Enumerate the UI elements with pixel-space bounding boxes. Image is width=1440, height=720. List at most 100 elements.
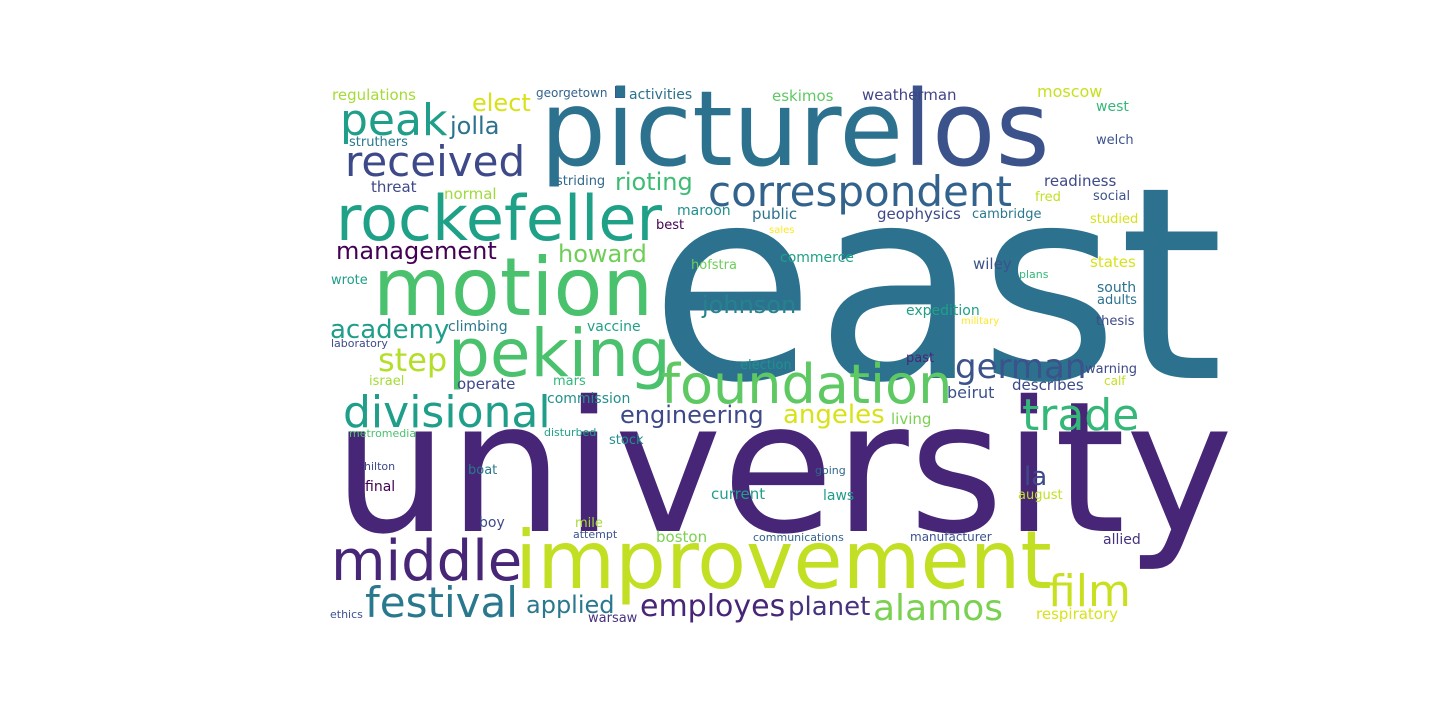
word-welch: welch <box>1096 133 1134 148</box>
word-university: university <box>333 362 1233 574</box>
word-respiratory: respiratory <box>1036 605 1118 623</box>
word-thesis: thesis <box>1096 314 1135 329</box>
word-peking: peking <box>448 315 671 392</box>
word-living: living <box>891 410 931 428</box>
word-engineering: engineering <box>620 401 764 429</box>
word-east: east <box>650 130 1224 442</box>
word-manufacturer: manufacturer <box>910 530 992 544</box>
word-geophysics: geophysics <box>877 205 961 223</box>
word-threat: threat <box>371 178 417 196</box>
word-final: final <box>365 479 395 495</box>
word-laws: laws <box>823 488 854 504</box>
word-applied: applied <box>526 591 615 619</box>
word-studied: studied <box>1090 212 1138 227</box>
word-georgetown: georgetown <box>536 86 608 100</box>
word-describes: describes <box>1012 376 1084 394</box>
word-boat: boat <box>468 463 497 478</box>
word-festival: festival <box>365 578 518 627</box>
word-states: states <box>1090 253 1136 271</box>
word-fred: fred <box>1035 190 1061 205</box>
word-received: received <box>345 137 525 186</box>
word-german: german <box>955 347 1086 387</box>
word-picture: picture <box>540 68 903 190</box>
word-weatherman: weatherman <box>862 86 957 104</box>
word-readiness: readiness <box>1044 172 1116 190</box>
word-johnson: johnson <box>701 291 796 319</box>
word-planet: planet <box>788 592 870 622</box>
word-academy: academy <box>330 315 449 345</box>
word-plans: plans <box>1019 268 1049 281</box>
word-trade: trade <box>1022 390 1139 441</box>
word-attempt: attempt <box>573 528 618 541</box>
word-calf: calf <box>1104 374 1126 388</box>
word-commission: commission <box>547 391 630 407</box>
word-warning: warning <box>1085 362 1137 377</box>
word-mars: mars <box>553 374 586 389</box>
word-commerce: commerce <box>780 250 854 266</box>
word-adults: adults <box>1097 293 1137 308</box>
word-peak: peak <box>340 95 448 146</box>
word-boy: boy <box>479 515 505 531</box>
word-public: public <box>752 205 797 223</box>
word-metromedia: metromedia <box>349 427 416 440</box>
word-employes: employes <box>640 589 785 624</box>
word-communications: communications <box>753 531 844 544</box>
word-past: past <box>906 351 934 366</box>
word-hofstra: hofstra <box>691 258 737 273</box>
word-motion: motion <box>373 241 653 334</box>
word-elect: elect <box>472 89 531 117</box>
word-going: going <box>815 464 846 477</box>
word-improvement: improvement <box>515 514 1052 607</box>
word-jolla: jolla <box>449 112 499 140</box>
word-regulations: regulations <box>332 86 416 104</box>
word-wrote: wrote <box>331 273 368 288</box>
word-best: best <box>656 218 684 233</box>
word-la: la <box>1024 462 1047 492</box>
word-election: election <box>740 358 792 373</box>
word-disturbed: disturbed <box>544 426 596 439</box>
word-film: film <box>1048 566 1131 617</box>
word-laboratory: laboratory <box>331 337 388 350</box>
word-striding: striding <box>556 174 605 189</box>
word-august: august <box>1018 488 1063 503</box>
word-warsaw: warsaw <box>588 611 638 626</box>
word-current: current <box>711 485 765 503</box>
word-military: military <box>961 316 999 327</box>
word-correspondent: correspondent <box>708 167 1012 216</box>
word-activities: activities <box>629 87 692 103</box>
word-stock: stock <box>609 433 644 448</box>
word-climbing: climbing <box>448 319 508 335</box>
word-los: los <box>903 68 1050 190</box>
word-vaccine: vaccine <box>587 319 641 335</box>
word-social: social <box>1093 189 1130 204</box>
word-maroon: maroon <box>677 203 731 219</box>
word-step: step <box>378 341 447 379</box>
word-israel: israel <box>369 374 404 389</box>
word-moscow: moscow <box>1037 82 1102 101</box>
word-west: west <box>1096 99 1129 115</box>
word-mile: mile <box>575 516 603 531</box>
word-howard: howard <box>558 240 647 268</box>
word-beirut: beirut <box>947 383 994 402</box>
word-divisional: divisional <box>343 387 551 438</box>
word-rockefeller: rockefeller <box>336 182 663 255</box>
word-operate: operate <box>457 375 515 393</box>
word-sales: sales <box>769 225 794 236</box>
word-angeles: angeles <box>783 400 885 430</box>
word-ethics: ethics <box>330 608 363 621</box>
word-foundation: foundation <box>661 353 952 416</box>
word-middle: middle <box>331 529 522 594</box>
word-allied: allied <box>1103 532 1141 548</box>
word-struthers: struthers <box>349 135 408 150</box>
word-south: south <box>1097 280 1136 296</box>
word-normal: normal <box>444 185 497 203</box>
word-cambridge: cambridge <box>972 207 1042 222</box>
word-rioting: rioting <box>615 168 693 196</box>
word-expedition: expedition <box>906 303 980 319</box>
word-hilton: hilton <box>364 460 395 473</box>
word-eskimos: eskimos <box>772 87 834 105</box>
word-boston: boston <box>656 528 707 546</box>
small-square-glyph <box>615 86 625 98</box>
